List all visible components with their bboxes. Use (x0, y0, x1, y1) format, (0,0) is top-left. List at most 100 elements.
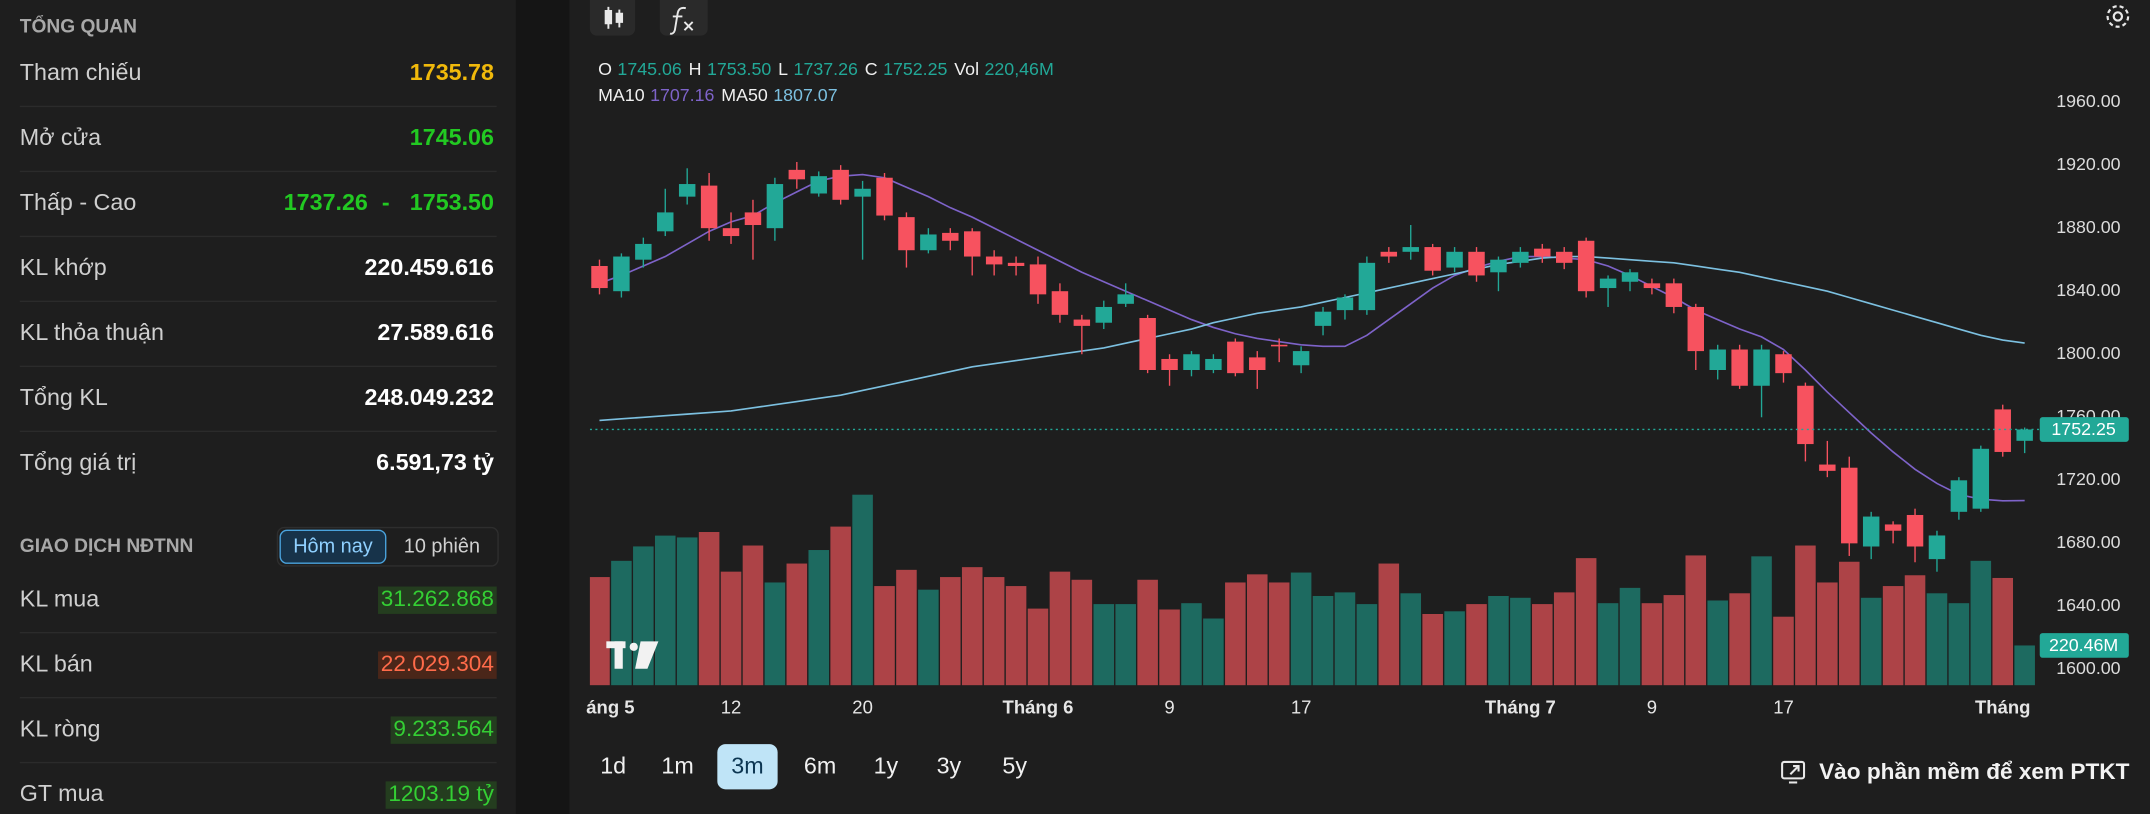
ma-line (599, 255, 2025, 422)
volume-bar (1641, 603, 1663, 686)
toolbar (589, 0, 2130, 36)
candle-body (898, 217, 915, 251)
volume-bar (1817, 582, 1838, 686)
candle-body (1665, 283, 1683, 307)
range-button[interactable]: 5y (1002, 753, 1027, 779)
volume-bar (1422, 614, 1443, 686)
volume-bar (808, 550, 830, 686)
candle-body (635, 243, 652, 260)
row-label: Tổng KL (20, 384, 108, 410)
y-tick-label: 1920.00 (2056, 154, 2120, 174)
volume-bar (852, 494, 873, 686)
candle-body (1402, 247, 1419, 252)
range-button[interactable]: 1d (600, 753, 626, 779)
candle-body (678, 184, 696, 197)
candle-body (1950, 480, 1968, 512)
row-separator: - (382, 189, 390, 215)
candle-body (1534, 248, 1551, 257)
candle-body (591, 265, 608, 289)
legend-value: 1752.25 (883, 59, 947, 79)
volume-bar (1707, 600, 1728, 686)
range-button[interactable]: 6m (804, 753, 836, 779)
volume-bar (940, 577, 961, 686)
row-value: 1745.06 (410, 124, 494, 150)
volume-bar (1948, 603, 1970, 686)
legend-value: 1737.26 (794, 59, 858, 79)
volume-bar (742, 545, 764, 686)
row-label: Thấp - Cao (20, 189, 136, 215)
indicator-button[interactable] (659, 0, 708, 36)
volume-bar (1268, 582, 1290, 686)
candle-body (1884, 524, 1902, 531)
x-tick-label: 9 (1164, 696, 1174, 717)
legend-key: Vol (954, 59, 979, 79)
candle-body (1819, 464, 1836, 471)
x-tick-label: Tháng (1975, 696, 2031, 717)
legend-value: 220,46M (985, 59, 1054, 79)
volume-bar (2014, 645, 2035, 686)
range-button[interactable]: 1y (874, 753, 899, 779)
candle-body (2016, 429, 2033, 441)
volume-bar (676, 537, 698, 686)
candle-body (854, 188, 871, 197)
fx-icon (669, 6, 694, 35)
volume-bar (1093, 604, 1115, 686)
legend-value: 1807.07 (773, 85, 837, 105)
section-title: TỔNG QUAN (20, 15, 137, 37)
volume-bar (1246, 574, 1268, 686)
row-label: KL thỏa thuận (20, 319, 164, 345)
volume-bar (1005, 586, 1027, 686)
volume-bar (1137, 579, 1158, 686)
volume-bar (1882, 586, 1904, 686)
candle-body (1249, 357, 1266, 370)
y-tick-label: 1800.00 (2056, 343, 2120, 363)
candle-body (1446, 251, 1463, 268)
volume-bar (1597, 603, 1619, 686)
bottom-bar: 1d 1m 3m 6m 1y 3y 5y Vào phần mềm để xem PTKT (600, 744, 2130, 790)
volume-bar (1970, 560, 1992, 686)
tab[interactable]: 10 phiên (404, 536, 480, 558)
candle-body (964, 231, 981, 257)
candle-body (744, 212, 762, 226)
candle-body (1270, 344, 1288, 347)
candle-body (766, 184, 784, 229)
legend-key: MA10 (598, 85, 645, 105)
volume-bar (830, 526, 851, 686)
volume-bar (1466, 604, 1487, 686)
row-label: KL bán (20, 650, 93, 676)
y-tick-label: 1640.00 (2056, 595, 2120, 615)
range-button[interactable]: 1m (661, 753, 693, 779)
candle-body (920, 234, 937, 251)
volume-bar (1838, 561, 1860, 686)
candle-body (1928, 535, 1946, 560)
range-active-bg (717, 744, 778, 790)
settings-icon[interactable] (2106, 5, 2130, 28)
volume-bar (1115, 604, 1136, 686)
candle-body (1512, 251, 1529, 263)
tab[interactable]: Hôm nay (293, 536, 373, 558)
volume-bar (720, 571, 742, 686)
software-link[interactable]: Vào phần mềm để xem PTKT (1819, 759, 2130, 784)
volume-bar (918, 589, 939, 686)
legend-value: 1745.06 (617, 59, 681, 79)
candle-body (1621, 272, 1639, 282)
candle-body (700, 185, 718, 229)
candle-body (1051, 291, 1069, 315)
candle-body (1007, 262, 1025, 266)
volume-bar (1356, 604, 1378, 686)
plot (589, 161, 2040, 686)
volume-bar (1049, 571, 1071, 686)
candle-type-button[interactable] (589, 0, 636, 36)
candle-body (1468, 251, 1485, 276)
candle-body (1205, 358, 1222, 370)
volume-bar (1225, 582, 1246, 686)
range-button[interactable]: 3m (731, 753, 763, 779)
volume-bar (1159, 609, 1180, 686)
range-button[interactable]: 3y (937, 753, 962, 779)
y-tick-label: 1680.00 (2056, 532, 2120, 552)
tab-active-bg (279, 529, 387, 564)
candle-body (1687, 306, 1704, 352)
volume-bar (1027, 608, 1049, 686)
